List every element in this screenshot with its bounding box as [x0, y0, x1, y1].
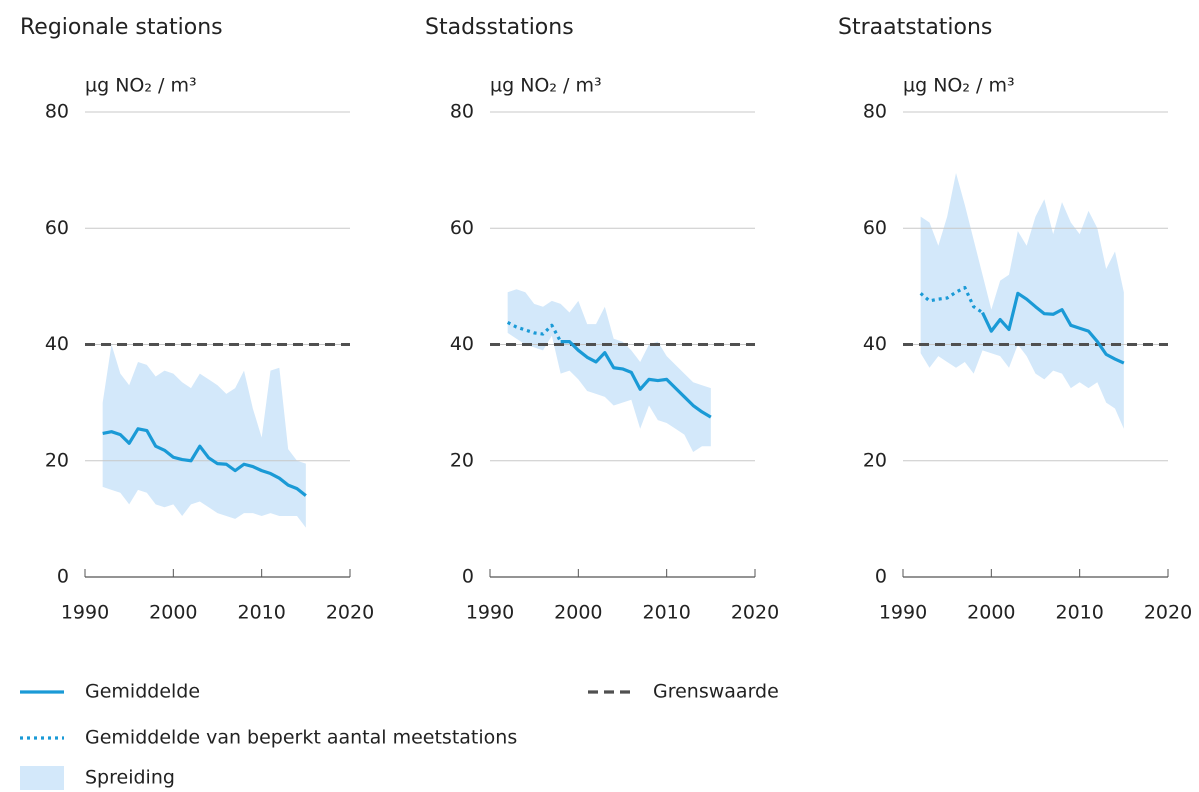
x-tick-label: 2010	[237, 602, 285, 624]
mean-line	[560, 339, 712, 419]
y-axis-label: µg NO₂ / m³	[490, 75, 602, 97]
spread-band	[920, 173, 1124, 429]
mean-line	[981, 291, 1125, 365]
legend-label: Grenswaarde	[653, 681, 779, 703]
y-tick-label: 80	[45, 101, 69, 123]
y-tick-label: 0	[462, 566, 474, 588]
chart-title: Stadsstations	[425, 15, 574, 40]
spread-band	[507, 289, 711, 453]
x-tick-label: 2020	[1144, 602, 1192, 624]
y-tick-label: 40	[863, 333, 887, 355]
y-tick-label: 40	[45, 333, 69, 355]
y-tick-label: 20	[45, 449, 69, 471]
x-tick-label: 1990	[61, 602, 109, 624]
legend-label: Spreiding	[85, 767, 175, 789]
x-tick-label: 2010	[642, 602, 690, 624]
y-tick-label: 60	[45, 217, 69, 239]
legend-swatch	[20, 766, 64, 790]
y-tick-label: 80	[450, 101, 474, 123]
y-tick-label: 60	[863, 217, 887, 239]
mean-line	[506, 320, 563, 343]
y-tick-label: 80	[863, 101, 887, 123]
x-tick-label: 2020	[731, 602, 779, 624]
y-tick-label: 0	[57, 566, 69, 588]
y-tick-label: 20	[863, 449, 887, 471]
x-tick-label: 1990	[466, 602, 514, 624]
y-tick-label: 20	[450, 449, 474, 471]
mean-line	[102, 427, 307, 497]
x-tick-label: 2000	[554, 602, 602, 624]
y-tick-label: 40	[450, 333, 474, 355]
x-tick-label: 2000	[967, 602, 1015, 624]
x-tick-label: 2000	[149, 602, 197, 624]
y-axis-label: µg NO₂ / m³	[903, 75, 1015, 97]
legend-label: Gemiddelde	[85, 681, 200, 703]
y-tick-label: 0	[875, 566, 887, 588]
x-tick-label: 1990	[879, 602, 927, 624]
x-tick-label: 2020	[326, 602, 374, 624]
legend-label: Gemiddelde van beperkt aantal meetstatio…	[85, 727, 517, 749]
y-tick-label: 60	[450, 217, 474, 239]
y-axis-label: µg NO₂ / m³	[85, 75, 197, 97]
chart-title: Regionale stations	[20, 15, 223, 40]
x-tick-label: 2010	[1055, 602, 1103, 624]
spread-band	[102, 344, 306, 528]
chart-title: Straatstations	[838, 15, 992, 40]
